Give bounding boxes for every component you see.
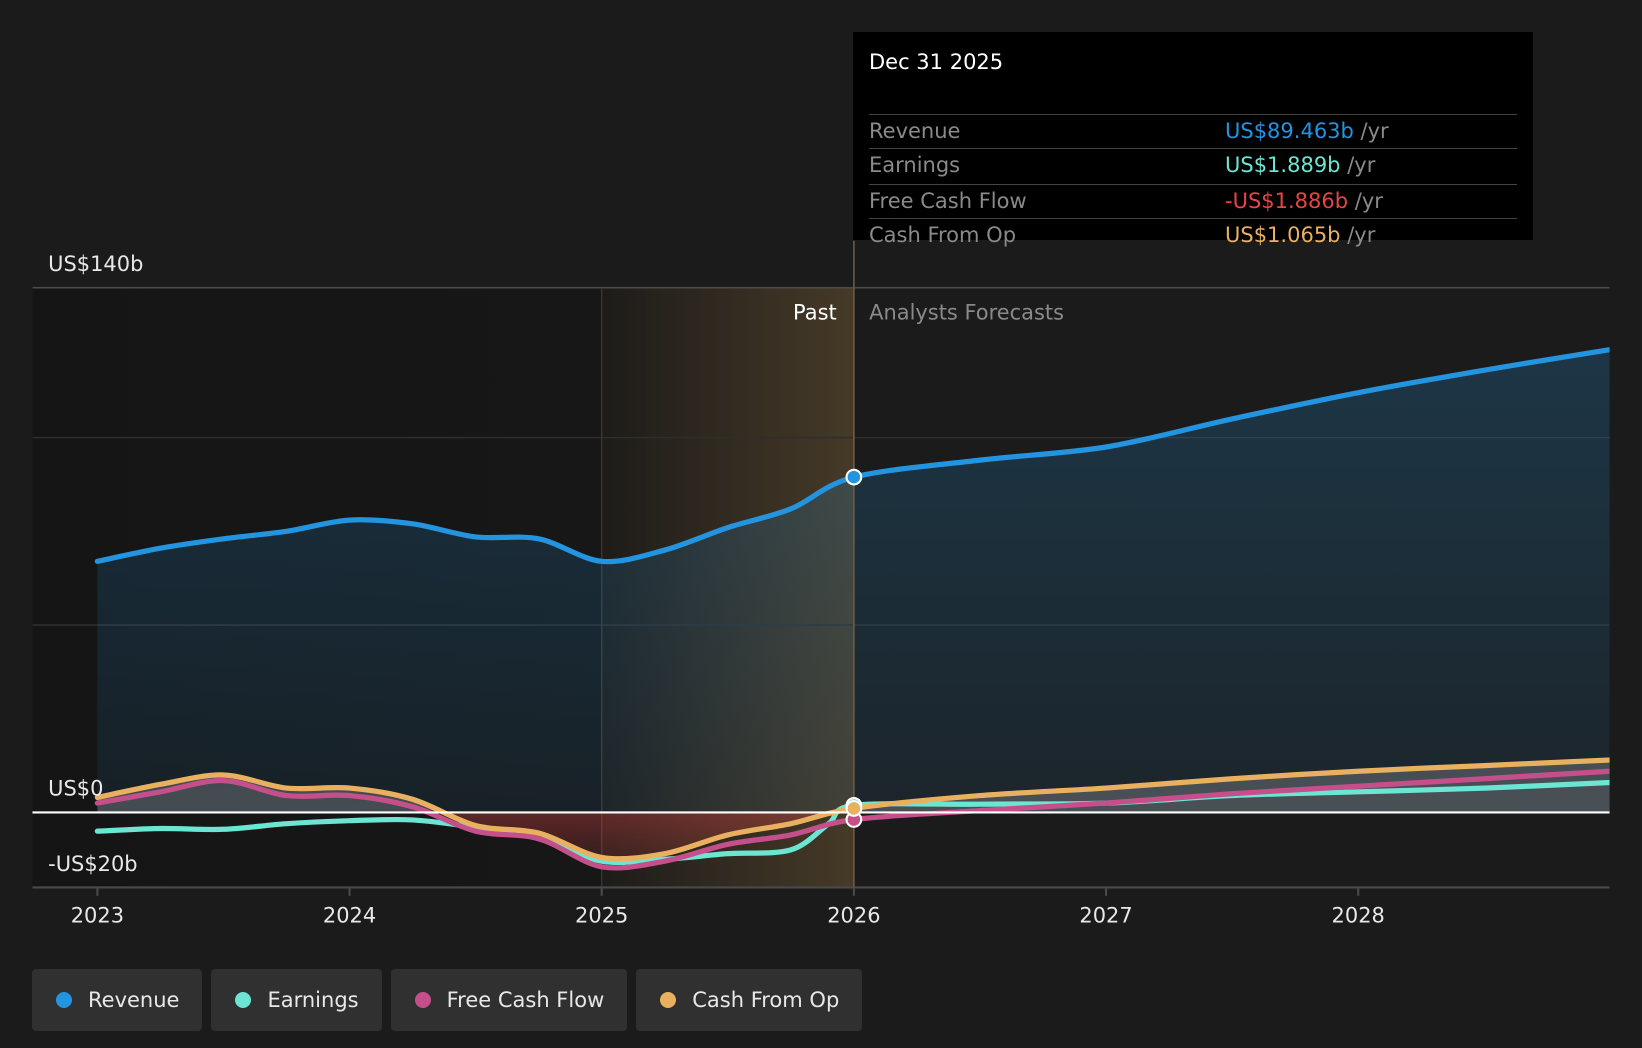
tooltip-unit: /yr bbox=[1340, 153, 1376, 177]
legend-item-cash-from-op[interactable]: Cash From Op bbox=[636, 969, 863, 1031]
legend-item-revenue[interactable]: Revenue bbox=[32, 969, 203, 1031]
tooltip-row-revenue: Revenue US$89.463b /yr bbox=[869, 114, 1517, 149]
tooltip-row-cash-from-op: Cash From Op US$1.065b /yr bbox=[869, 218, 1517, 253]
tooltip: Dec 31 2025 Revenue US$89.463b /yr Earni… bbox=[853, 32, 1533, 247]
x-tick-label: 2027 bbox=[1079, 903, 1132, 927]
series-line-free-cash-flow bbox=[94, 768, 1610, 871]
legend-dot-icon bbox=[414, 992, 431, 1008]
tooltip-row-free-cash-flow: Free Cash Flow -US$1.886b /yr bbox=[869, 184, 1517, 219]
x-tick-label: 2026 bbox=[827, 903, 880, 927]
legend-item-earnings[interactable]: Earnings bbox=[211, 969, 382, 1031]
forecast-label: Analysts Forecasts bbox=[869, 300, 1064, 324]
tooltip-label: Free Cash Flow bbox=[869, 189, 1027, 213]
legend-item-free-cash-flow[interactable]: Free Cash Flow bbox=[390, 969, 628, 1031]
legend-label: Cash From Op bbox=[692, 988, 840, 1012]
tooltip-value: US$89.463b bbox=[1225, 119, 1354, 143]
y-tick-label: -US$20b bbox=[48, 852, 137, 876]
legend-dot-icon bbox=[235, 992, 252, 1008]
x-tick-label: 2025 bbox=[575, 903, 628, 927]
y-tick-label: US$0 bbox=[48, 777, 103, 801]
series-line-earnings bbox=[94, 779, 1610, 866]
tooltip-label: Earnings bbox=[869, 153, 961, 177]
tooltip-unit: /yr bbox=[1348, 189, 1383, 213]
tooltip-unit: /yr bbox=[1340, 223, 1376, 247]
tooltip-row-earnings: Earnings US$1.889b /yr bbox=[869, 148, 1517, 183]
legend-label: Revenue bbox=[88, 988, 180, 1012]
cash-from-op-positive-area bbox=[97, 759, 1610, 813]
past-label: Past bbox=[793, 300, 837, 324]
legend-dot-icon bbox=[660, 992, 677, 1008]
tooltip-unit: /yr bbox=[1353, 119, 1389, 143]
tooltip-value: US$1.065b bbox=[1225, 223, 1341, 247]
y-tick-label: US$140b bbox=[48, 252, 143, 276]
tooltip-label: Cash From Op bbox=[869, 223, 1017, 247]
series-line-revenue bbox=[94, 347, 1610, 565]
tooltip-date: Dec 31 2025 bbox=[869, 50, 1004, 74]
legend-dot-icon bbox=[56, 992, 72, 1008]
series-line-cash-from-op bbox=[94, 757, 1610, 862]
tooltip-label: Revenue bbox=[869, 119, 961, 143]
tooltip-value: US$1.889b bbox=[1225, 153, 1341, 177]
legend: Revenue Earnings Free Cash Flow Cash Fro… bbox=[32, 969, 863, 1031]
data-point-cash-from-op bbox=[845, 800, 863, 817]
legend-label: Free Cash Flow bbox=[446, 988, 605, 1012]
x-tick-label: 2024 bbox=[323, 903, 376, 927]
x-tick-label: 2023 bbox=[71, 903, 124, 927]
tooltip-value: -US$1.886b bbox=[1225, 189, 1349, 213]
data-point-revenue bbox=[845, 468, 863, 486]
legend-label: Earnings bbox=[267, 988, 359, 1012]
x-tick-label: 2028 bbox=[1332, 903, 1385, 927]
